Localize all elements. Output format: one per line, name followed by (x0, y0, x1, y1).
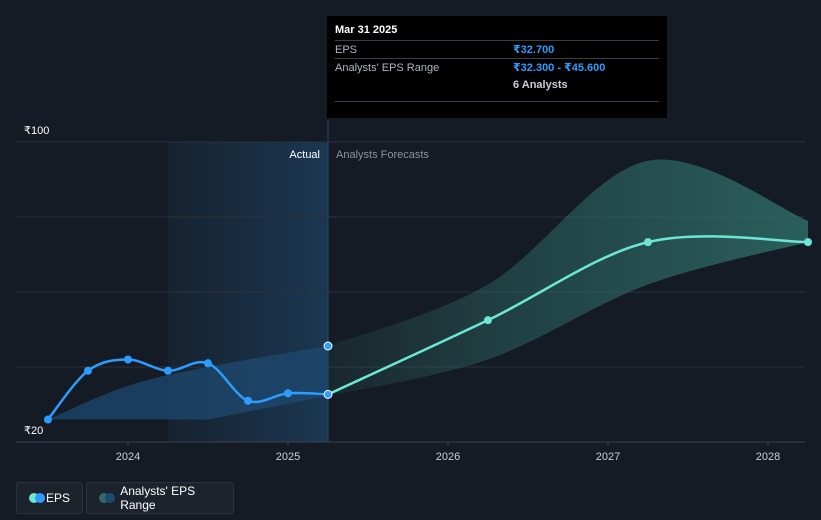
forecast-region-label: Analysts Forecasts (336, 149, 429, 161)
legend-eps[interactable]: EPS (16, 482, 83, 514)
x-tick-label: 2027 (596, 451, 620, 463)
range-legend-icon (99, 493, 115, 503)
eps-forecast-point (484, 316, 492, 325)
legend-eps-label: EPS (45, 491, 70, 505)
eps-current-marker (323, 389, 333, 399)
eps-actual-point (44, 415, 52, 424)
eps-actual-point (124, 355, 132, 364)
x-tick-label: 2025 (276, 451, 300, 463)
eps-actual-point (204, 359, 212, 368)
tooltip-range-row: Analysts' EPS Range ₹32.300 - ₹45.600 (335, 58, 659, 76)
tooltip-eps-row: EPS ₹32.700 (335, 40, 659, 58)
x-tick-label: 2028 (756, 451, 780, 463)
legend-range[interactable]: Analysts' EPS Range (86, 482, 234, 514)
tooltip-analysts-row: 6 Analysts (335, 76, 659, 93)
x-tick-label: 2026 (436, 451, 460, 463)
eps-actual-point (284, 389, 292, 398)
eps-actual-point (244, 396, 252, 405)
eps-chart: ₹100 ₹20 2024 2025 2026 2027 2028 Actual Analyst… (16, 120, 812, 463)
eps-forecast-point (644, 238, 652, 247)
eps-forecast-line (327, 235, 809, 396)
eps-actual-point (164, 366, 172, 375)
tooltip-eps-label: EPS (335, 43, 358, 56)
tooltip-analysts: 6 Analysts (513, 78, 568, 91)
tooltip-eps-value: ₹32.700 (513, 44, 555, 56)
legend-range-label: Analysts' EPS Range (120, 484, 196, 512)
eps-legend-icon (29, 493, 45, 503)
tooltip: Mar 31 2025 EPS ₹32.700 Analysts' EPS Ra… (327, 16, 667, 118)
x-tick-label: 2024 (116, 451, 140, 463)
eps-forecast-point (804, 238, 812, 247)
actual-region-label: Actual (289, 149, 320, 161)
y-tick-label-bottom: ₹20 (24, 425, 43, 437)
tooltip-date: Mar 31 2025 (335, 24, 398, 36)
tooltip-range-value: ₹32.300 - ₹45.600 (513, 62, 606, 74)
tooltip-range-label: Analysts' EPS Range (335, 61, 440, 74)
y-tick-label-top: ₹100 (24, 125, 49, 137)
eps-actual-point (84, 366, 92, 375)
range-high-marker (323, 341, 333, 351)
